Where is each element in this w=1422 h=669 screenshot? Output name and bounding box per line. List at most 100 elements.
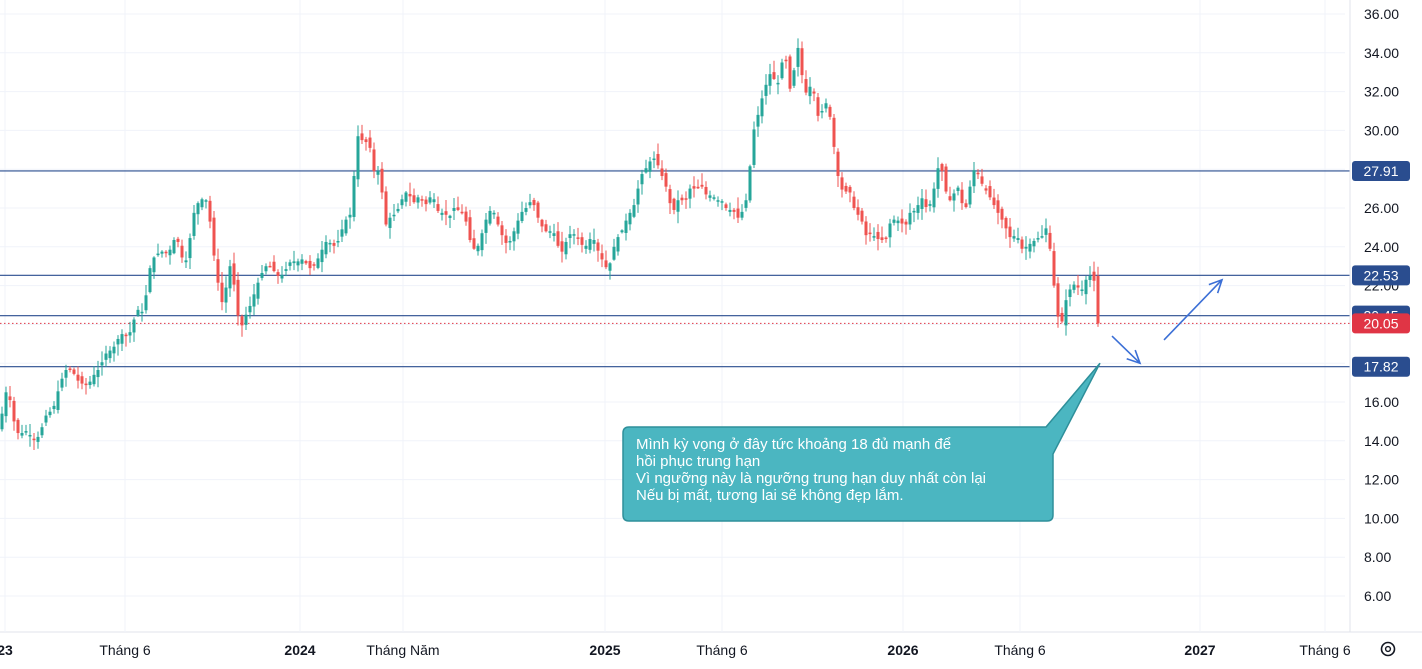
candle-body: [488, 210, 492, 224]
candle-body: [628, 212, 632, 225]
candle-body: [800, 48, 804, 76]
candle-body: [1084, 279, 1088, 295]
candle-body: [676, 200, 680, 212]
callout-line-2: hồi phục trung hạn: [636, 453, 760, 470]
annotation-callout[interactable]: Mình kỳ vọng ở đây tức khoảng 18 đủ mạnh…: [622, 362, 1101, 522]
candle-body: [668, 189, 672, 204]
candle-body: [912, 210, 916, 213]
candle-body: [340, 229, 344, 237]
candle-body: [860, 210, 864, 222]
y-tick-label: 36.00: [1364, 6, 1399, 22]
candle-body: [836, 151, 840, 176]
candle-body: [576, 237, 580, 239]
candle-body: [540, 219, 544, 227]
forecast-arrow-down[interactable]: [1111, 335, 1141, 364]
last-price-tag-text: 20.05: [1363, 315, 1398, 331]
level-tag: [1352, 265, 1410, 286]
candle-body: [412, 195, 416, 203]
candle-body: [1020, 239, 1024, 249]
x-tick-label: 2025: [589, 642, 620, 658]
candle-body: [880, 237, 884, 241]
candle-body: [248, 305, 252, 313]
forecast-arrows[interactable]: [1111, 278, 1224, 365]
candle-body: [764, 84, 768, 96]
x-tick-label: Tháng 6: [696, 642, 748, 658]
candle-body: [152, 257, 156, 273]
candle-body: [120, 334, 124, 344]
candle-body: [1040, 236, 1044, 238]
candle-body: [820, 111, 824, 113]
candle-body: [660, 168, 664, 176]
callout-bubble[interactable]: [622, 362, 1101, 522]
candle-body: [560, 241, 564, 252]
candle-body: [156, 253, 160, 256]
candle-body: [792, 70, 796, 86]
candle-body: [948, 196, 952, 201]
candle-body: [716, 200, 720, 202]
candle-body: [4, 392, 8, 417]
gear-icon[interactable]: [1380, 641, 1396, 657]
candles: [0, 38, 1100, 451]
candle-body: [1028, 243, 1032, 252]
candle-body: [744, 200, 748, 208]
candle-body: [232, 263, 236, 285]
candle-body: [228, 266, 232, 289]
candle-body: [404, 192, 408, 202]
candle-body: [220, 282, 224, 303]
candle-body: [1000, 208, 1004, 220]
candle-body: [944, 166, 948, 192]
arrowhead-up-icon: [1208, 278, 1224, 294]
candle-body: [620, 230, 624, 233]
candle-body: [1092, 271, 1096, 281]
candle-body: [428, 197, 432, 203]
candle-body: [224, 287, 228, 303]
candle-body: [680, 197, 684, 201]
candle-body: [312, 264, 316, 266]
candle-body: [632, 205, 636, 217]
candle-body: [108, 350, 112, 359]
candle-body: [180, 245, 184, 258]
candle-body: [932, 188, 936, 208]
callout-line-4: Nếu bị mất, tương lai sẽ không đẹp lắm.: [636, 487, 904, 504]
candle-body: [1024, 246, 1028, 249]
candle-body: [496, 216, 500, 225]
candle-body: [216, 259, 220, 283]
candle-body: [332, 242, 336, 246]
horizontal-levels[interactable]: [0, 170, 1350, 368]
candle-body: [520, 211, 524, 221]
candle-body: [376, 171, 380, 175]
candle-body: [440, 212, 444, 215]
candle-body: [824, 103, 828, 109]
candle-body: [136, 309, 140, 316]
candle-body: [420, 199, 424, 201]
candle-body: [436, 204, 440, 211]
x-tick-label: Tháng 6: [99, 642, 151, 658]
candle-body: [112, 346, 116, 354]
candle-body: [1048, 232, 1052, 249]
level-tag: [1352, 356, 1410, 377]
candle-body: [32, 438, 36, 441]
time-axis[interactable]: 23 Tháng 6 2024 Tháng Năm 2025 Tháng 6 2026 Thá…: [0, 642, 1351, 658]
candle-body: [0, 413, 4, 430]
candle-body: [816, 97, 820, 116]
candle-body: [996, 200, 1000, 213]
candle-body: [788, 56, 792, 89]
y-tick-label: 30.00: [1364, 122, 1399, 138]
candle-body: [980, 176, 984, 184]
candle-body: [544, 224, 548, 232]
candle-body: [752, 129, 756, 165]
y-tick-label: 14.00: [1364, 433, 1399, 449]
candle-body: [264, 266, 268, 272]
forecast-arrow-up[interactable]: [1163, 279, 1223, 341]
candle-body: [708, 195, 712, 198]
candle-body: [808, 86, 812, 97]
candle-body: [1060, 312, 1064, 322]
y-tick-label: 10.00: [1364, 510, 1399, 526]
candle-body: [364, 139, 368, 143]
candle-body: [200, 199, 204, 208]
candle-body: [432, 199, 436, 203]
candle-body: [268, 265, 272, 268]
candle-body: [700, 184, 704, 187]
